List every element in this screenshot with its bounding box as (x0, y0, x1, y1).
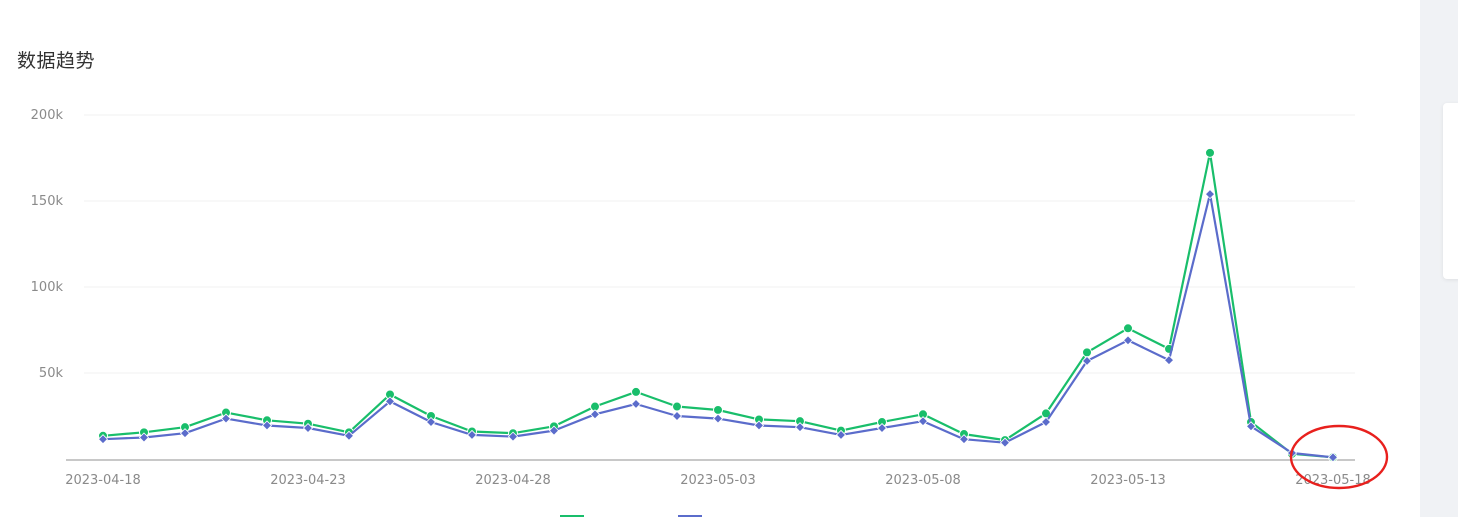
highlight-circle-annotation (1289, 424, 1389, 490)
x-tick-label: 2023-04-18 (65, 473, 141, 488)
x-tick-label: 2023-04-28 (475, 473, 551, 488)
data-point[interactable] (835, 429, 847, 440)
side-card (1443, 103, 1458, 279)
data-point[interactable] (631, 386, 641, 397)
x-tick-label: 2023-05-03 (680, 473, 756, 488)
data-point[interactable] (589, 409, 601, 420)
data-point[interactable] (794, 422, 806, 433)
data-point[interactable] (672, 401, 682, 412)
data-point[interactable] (958, 434, 970, 445)
data-point[interactable] (302, 422, 314, 434)
data-point[interactable] (753, 420, 765, 431)
data-point[interactable] (384, 396, 396, 407)
data-point[interactable] (1204, 189, 1216, 200)
data-point[interactable] (713, 404, 723, 415)
y-tick-label: 50k (39, 366, 64, 381)
x-tick-label: 2023-04-23 (270, 473, 346, 488)
data-point[interactable] (507, 431, 519, 442)
data-point[interactable] (630, 398, 642, 410)
data-point[interactable] (548, 425, 560, 436)
data-point[interactable] (425, 416, 437, 428)
data-point[interactable] (261, 420, 273, 431)
y-tick-label: 100k (31, 280, 64, 295)
data-point[interactable] (1163, 355, 1175, 366)
data-point[interactable] (1081, 355, 1093, 367)
data-point[interactable] (917, 416, 929, 427)
data-point[interactable] (466, 429, 478, 440)
data-point[interactable] (138, 432, 150, 443)
y-tick-label: 150k (31, 194, 64, 209)
data-point[interactable] (876, 422, 888, 434)
x-tick-label: 2023-05-08 (885, 473, 961, 488)
data-point[interactable] (1123, 323, 1133, 334)
trend-chart: 200k 150k 100k 50k 2023-04-18 2023-04-23 2023-… (31, 108, 1389, 517)
x-tick-label: 2023-05-13 (1090, 473, 1166, 488)
data-point[interactable] (1327, 452, 1339, 463)
y-tick-label: 200k (31, 108, 64, 123)
panel-title: 数据趋势 (17, 50, 96, 72)
data-point[interactable] (712, 413, 724, 424)
data-point[interactable] (1245, 421, 1257, 432)
data-point[interactable] (1205, 147, 1215, 158)
data-point[interactable] (999, 437, 1011, 448)
data-point[interactable] (1040, 416, 1052, 428)
data-point[interactable] (179, 428, 191, 439)
data-point[interactable] (220, 413, 232, 424)
data-point[interactable] (1082, 347, 1092, 358)
data-point[interactable] (1122, 335, 1134, 346)
data-point[interactable] (671, 410, 683, 422)
data-point[interactable] (97, 434, 109, 445)
data-point[interactable] (343, 430, 355, 441)
